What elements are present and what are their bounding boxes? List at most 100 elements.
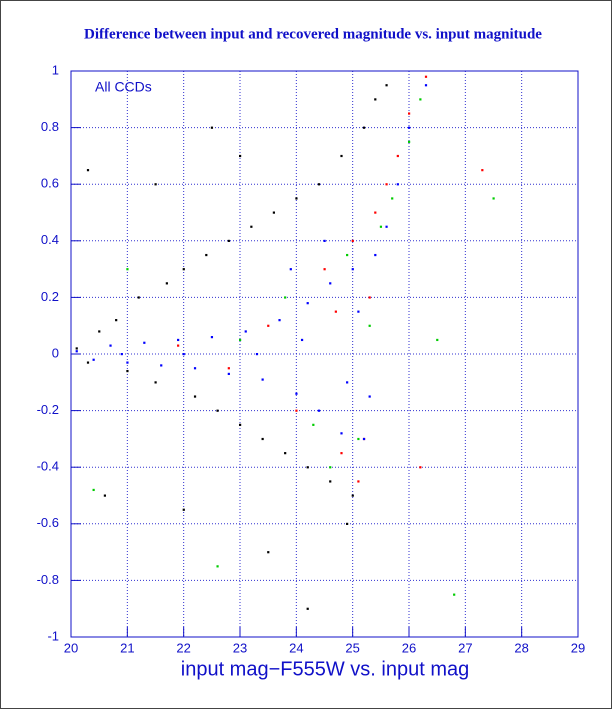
x-tick-label: 26 bbox=[402, 640, 416, 655]
point bbox=[289, 268, 292, 271]
y-tick-label: 0.2 bbox=[41, 289, 59, 304]
point bbox=[357, 437, 360, 441]
point bbox=[306, 607, 309, 610]
point bbox=[86, 361, 90, 364]
point bbox=[103, 494, 106, 497]
point bbox=[261, 378, 264, 381]
x-tick-label: 24 bbox=[289, 640, 303, 655]
point bbox=[75, 347, 78, 350]
x-tick-label: 29 bbox=[571, 640, 585, 655]
point bbox=[419, 98, 422, 101]
point bbox=[362, 126, 366, 129]
point bbox=[115, 319, 118, 322]
point bbox=[92, 488, 95, 492]
x-tick-label: 20 bbox=[64, 640, 78, 655]
point bbox=[227, 367, 230, 370]
point bbox=[295, 197, 298, 200]
point bbox=[436, 338, 439, 342]
point bbox=[86, 169, 90, 172]
point bbox=[346, 381, 349, 384]
point bbox=[295, 409, 298, 412]
point bbox=[351, 239, 354, 242]
point bbox=[424, 75, 428, 78]
y-tick-label: -0.8 bbox=[37, 572, 59, 587]
point bbox=[182, 353, 185, 356]
y-tick-label: 1 bbox=[52, 62, 59, 77]
point bbox=[340, 432, 343, 435]
point bbox=[306, 302, 309, 305]
y-tick-label: 0.8 bbox=[41, 119, 59, 134]
point bbox=[182, 508, 185, 511]
y-tick-label: 0 bbox=[52, 345, 59, 360]
point bbox=[306, 466, 309, 469]
point bbox=[193, 367, 197, 370]
x-tick-label: 22 bbox=[176, 640, 190, 655]
point bbox=[346, 253, 349, 257]
point bbox=[205, 253, 208, 257]
plot-border bbox=[70, 70, 579, 638]
point bbox=[244, 330, 247, 333]
point bbox=[317, 409, 321, 412]
point bbox=[357, 480, 360, 483]
point bbox=[368, 296, 371, 299]
x-tick-label: 23 bbox=[233, 640, 247, 655]
point bbox=[227, 372, 230, 376]
point bbox=[177, 344, 180, 347]
point bbox=[408, 126, 411, 129]
point bbox=[182, 268, 185, 271]
point bbox=[408, 140, 411, 143]
point bbox=[261, 437, 264, 441]
y-tick-label: -0.4 bbox=[37, 459, 59, 474]
point bbox=[154, 183, 157, 186]
point bbox=[272, 211, 275, 214]
point bbox=[385, 84, 388, 87]
point bbox=[379, 225, 383, 228]
point bbox=[385, 183, 388, 186]
point bbox=[126, 369, 129, 373]
point bbox=[295, 392, 298, 395]
point bbox=[284, 296, 287, 299]
point bbox=[481, 169, 484, 172]
annotation: All CCDs bbox=[95, 79, 152, 95]
point bbox=[137, 296, 140, 299]
point bbox=[340, 452, 343, 455]
point bbox=[453, 593, 456, 596]
chart-title: Difference between input and recovered m… bbox=[84, 26, 542, 42]
x-axis-label: input mag−F555W vs. input mag bbox=[181, 658, 469, 680]
point bbox=[250, 225, 253, 228]
point bbox=[391, 197, 394, 200]
point bbox=[210, 336, 214, 339]
point bbox=[239, 154, 242, 158]
x-tick-label: 25 bbox=[345, 640, 359, 655]
x-tick-label: 21 bbox=[120, 640, 134, 655]
y-tick-label: 0.6 bbox=[41, 176, 59, 191]
point bbox=[126, 361, 129, 364]
point bbox=[419, 466, 422, 469]
point bbox=[143, 341, 146, 344]
point bbox=[396, 154, 399, 158]
point bbox=[216, 565, 219, 568]
x-tick-label: 28 bbox=[514, 640, 528, 655]
y-tick-label: 0.4 bbox=[41, 232, 59, 247]
point bbox=[408, 112, 411, 115]
point bbox=[334, 310, 337, 313]
point bbox=[374, 98, 377, 101]
point bbox=[239, 423, 242, 426]
point bbox=[362, 437, 366, 441]
y-tick-label: -1 bbox=[47, 628, 59, 643]
point bbox=[368, 395, 371, 398]
point bbox=[357, 310, 360, 313]
point bbox=[284, 452, 287, 455]
point bbox=[329, 466, 332, 469]
point bbox=[216, 409, 219, 412]
point bbox=[374, 211, 377, 214]
point bbox=[193, 395, 197, 398]
point bbox=[278, 319, 281, 322]
point bbox=[255, 353, 259, 356]
point bbox=[329, 480, 332, 483]
point bbox=[492, 197, 495, 200]
point bbox=[267, 324, 270, 327]
point bbox=[368, 324, 371, 327]
point bbox=[385, 225, 388, 228]
y-tick-label: -0.2 bbox=[37, 402, 59, 417]
